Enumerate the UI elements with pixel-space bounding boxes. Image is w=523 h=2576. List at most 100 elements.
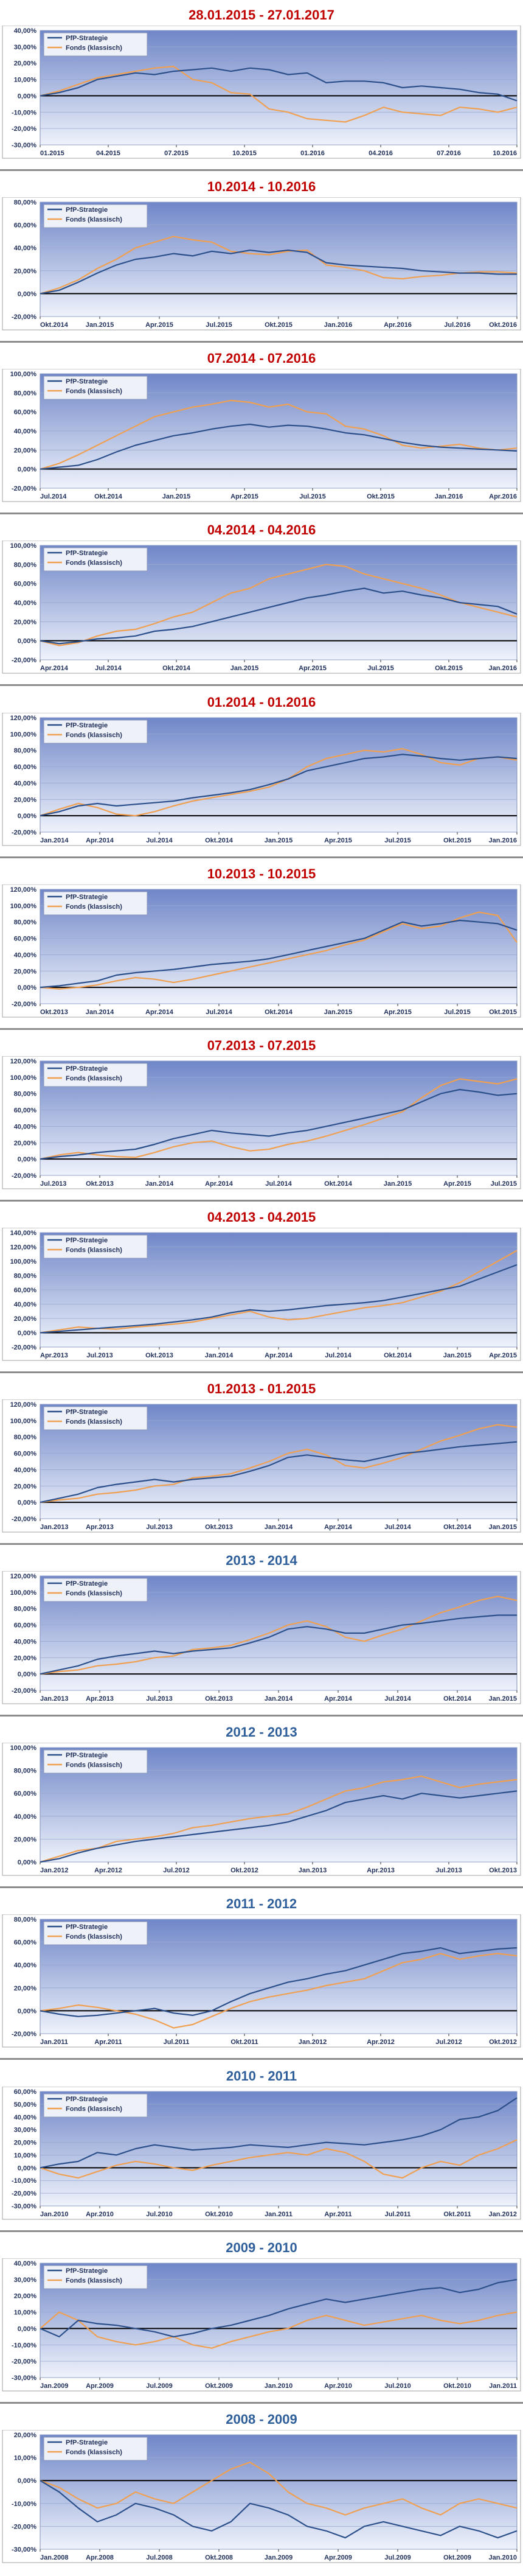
x-tick-label: Jul.2015	[206, 321, 232, 329]
x-tick-label: Jan.2016	[324, 321, 352, 329]
y-tick-label: 60,00%	[14, 581, 37, 588]
chart-panel: 04.2014 - 04.2016 100,00% 80,00% 60,00% 40,0…	[0, 515, 523, 687]
y-tick-label: 40,00%	[14, 1123, 37, 1130]
x-tick-label: Jan.2015	[384, 1180, 412, 1188]
x-tick-label: Jul.2011	[385, 2211, 411, 2218]
series-line-fonds-klassisch	[40, 236, 518, 295]
x-tick-label: Okt.2014	[265, 1009, 293, 1016]
x-tick-label: Jul.2010	[146, 2211, 172, 2218]
series-line-pfp-strategie	[40, 919, 518, 989]
legend-label: Fonds (klassisch)	[66, 388, 122, 395]
x-tick-label: Okt.2014	[94, 493, 123, 500]
panel-separator	[0, 1715, 523, 1717]
x-tick-label: Jul.2012	[163, 1867, 189, 1874]
y-tick-label: -20,00%	[12, 1001, 36, 1008]
x-tick-label: Jan.2009	[40, 2382, 68, 2390]
x-tick-label: Jul.2014	[95, 665, 122, 672]
y-tick-label: -20,00%	[12, 485, 36, 492]
y-tick-label: 30,00%	[14, 2127, 37, 2134]
y-tick-label: 20,00%	[14, 1315, 37, 1323]
x-tick-label: Okt.2013	[86, 1180, 114, 1188]
series-line-fonds-klassisch	[40, 1953, 518, 2029]
legend-label: PfP-Strategie	[66, 894, 108, 901]
y-tick-label: -20,00%	[12, 1344, 36, 1351]
y-tick-label: -20,00%	[12, 2190, 36, 2197]
x-tick-label: Jan.2015	[230, 665, 258, 672]
chart-title: 01.2014 - 01.2016	[207, 695, 316, 710]
x-tick-label: Okt.2014	[162, 665, 191, 672]
x-tick-label: Okt.2015	[435, 665, 463, 672]
y-tick-label: 100,00%	[10, 1074, 37, 1082]
line-chart: 80,00% 60,00% 40,00% 20,00% 0,00% -20,00% Jan.…	[2, 1914, 521, 2048]
x-tick-label: Jul.2014	[265, 1180, 292, 1188]
panel-separator	[0, 2058, 523, 2060]
series-line-pfp-strategie	[40, 1441, 518, 1503]
y-tick-label: 0,00%	[18, 984, 36, 992]
x-tick-label: Jul.2010	[384, 2382, 410, 2390]
y-tick-label: 80,00%	[14, 561, 37, 569]
chart-panel: 2013 - 2014 120,00% 100,00% 80,00% 60,00% 40,…	[0, 1545, 523, 1717]
y-tick-label: -20,00%	[12, 2523, 36, 2530]
y-tick-label: 10,00%	[14, 2152, 37, 2159]
y-tick-label: 60,00%	[14, 1622, 37, 1629]
x-tick-label: Okt.2012	[230, 1867, 258, 1874]
x-tick-label: Jan.2015	[443, 1352, 471, 1359]
y-tick-label: 20,00%	[14, 1654, 37, 1662]
y-tick-label: 60,00%	[14, 409, 37, 416]
x-tick-label: Apr.2016	[384, 321, 412, 329]
y-tick-label: 0,00%	[18, 1499, 36, 1507]
legend-box	[43, 1578, 148, 1602]
x-tick-label: Jul.2014	[206, 1009, 232, 1016]
x-tick-label: Okt.2008	[205, 2554, 233, 2561]
x-tick-label: Apr.2014	[40, 665, 69, 672]
y-tick-label: 30,00%	[14, 2277, 37, 2284]
y-tick-label: -20,00%	[12, 1687, 36, 1695]
x-tick-label: Jul.2014	[146, 837, 173, 844]
x-tick-label: Jan.2014	[265, 1524, 293, 1531]
line-chart: 120,00% 100,00% 80,00% 60,00% 40,00% 20,00% 0,…	[2, 1056, 521, 1189]
x-tick-label: Apr.2010	[324, 2382, 352, 2390]
legend-label: PfP-Strategie	[66, 1580, 108, 1587]
x-tick-label: Okt.2009	[443, 2554, 471, 2561]
chart-title: 07.2014 - 07.2016	[207, 351, 316, 366]
x-tick-label: 07.2015	[164, 150, 189, 157]
x-tick-label: Jan.2014	[40, 837, 69, 844]
x-tick-label: Apr.2013	[86, 1695, 114, 1703]
x-tick-label: Jan.2014	[86, 1009, 114, 1016]
line-chart: 80,00% 60,00% 40,00% 20,00% 0,00% -20,00% Okt.…	[2, 197, 521, 331]
x-tick-label: Apr.2013	[367, 1867, 395, 1874]
y-tick-label: 0,00%	[18, 1156, 36, 1163]
x-tick-label: Jan.2015	[162, 493, 190, 500]
x-tick-label: Okt.2015	[443, 837, 471, 844]
x-tick-label: Jan.2010	[40, 2211, 68, 2218]
y-tick-label: 100,00%	[10, 1418, 37, 1425]
chart-panel: 28.01.2015 - 27.01.2017 40,00% 30,00% 20,00…	[0, 0, 523, 172]
x-tick-label: Jan.2011	[40, 2039, 68, 2046]
x-tick-label: Apr.2013	[40, 1352, 68, 1359]
x-tick-label: Jul.2016	[444, 321, 470, 329]
series-line-pfp-strategie	[40, 67, 518, 102]
y-tick-label: 10,00%	[14, 2455, 37, 2462]
chart-title: 04.2013 - 04.2015	[207, 1209, 316, 1225]
y-tick-label: -10,00%	[12, 2501, 36, 2508]
x-tick-label: Okt.2015	[489, 1009, 517, 1016]
y-tick-label: 80,00%	[14, 1916, 37, 1923]
x-tick-label: Jan.2012	[40, 1867, 68, 1874]
x-tick-label: Apr.2014	[324, 1524, 353, 1531]
legend-label: PfP-Strategie	[66, 1752, 108, 1759]
legend-label: Fonds (klassisch)	[66, 1762, 122, 1769]
panel-separator	[0, 169, 523, 171]
chart-title: 2010 - 2011	[226, 2068, 297, 2084]
x-tick-label: Apr.2011	[324, 2211, 352, 2218]
chart-title: 2012 - 2013	[226, 1724, 297, 1740]
y-tick-label: 40,00%	[14, 1962, 37, 1969]
line-chart: 120,00% 100,00% 80,00% 60,00% 40,00% 20,00% 0,…	[2, 884, 521, 1018]
panel-separator	[0, 1200, 523, 1202]
legend-label: PfP-Strategie	[66, 550, 108, 557]
series-line-pfp-strategie	[40, 2097, 518, 2169]
series-line-pfp-strategie	[40, 2278, 518, 2337]
y-tick-label: -20,00%	[12, 1172, 36, 1180]
legend-box	[43, 547, 148, 572]
y-tick-label: 20,00%	[14, 1139, 37, 1147]
chart-title: 10.2013 - 10.2015	[207, 866, 316, 881]
